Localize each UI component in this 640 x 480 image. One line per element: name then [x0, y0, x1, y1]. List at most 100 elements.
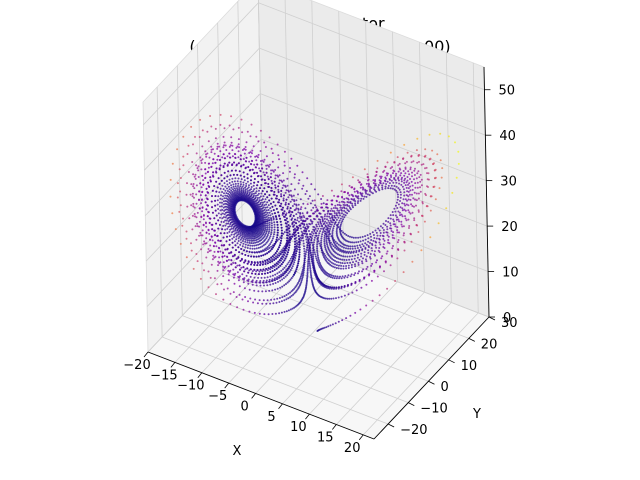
data-point	[416, 137, 419, 140]
data-point	[395, 172, 398, 175]
data-point	[260, 192, 263, 195]
data-point	[355, 260, 358, 263]
data-point	[403, 202, 406, 205]
data-point	[271, 280, 274, 282]
data-point	[311, 234, 314, 237]
data-point	[219, 223, 221, 226]
data-point	[312, 265, 315, 268]
data-point	[300, 273, 303, 276]
data-point	[405, 194, 408, 197]
data-point	[297, 235, 300, 237]
data-point	[261, 167, 263, 170]
data-point	[218, 168, 221, 171]
data-point	[417, 192, 420, 195]
data-point	[392, 223, 395, 226]
data-point	[298, 253, 301, 256]
data-point	[224, 224, 227, 227]
data-point	[285, 245, 288, 248]
data-point	[403, 191, 406, 194]
data-point	[341, 319, 344, 322]
data-point	[260, 242, 263, 245]
grid-line-x	[336, 302, 452, 425]
data-point	[265, 171, 268, 174]
data-point	[386, 180, 389, 183]
data-point	[326, 212, 329, 215]
data-point	[213, 256, 216, 259]
data-point	[225, 214, 228, 217]
data-point	[222, 252, 225, 254]
data-point	[280, 237, 283, 240]
data-point	[411, 205, 414, 207]
data-point	[394, 179, 397, 182]
data-point	[409, 212, 412, 215]
data-point	[292, 255, 295, 258]
data-point	[179, 190, 182, 193]
data-point	[198, 234, 201, 237]
data-point	[221, 191, 224, 193]
data-point	[259, 160, 262, 162]
data-point	[306, 276, 309, 278]
data-point	[309, 251, 312, 254]
data-point	[345, 259, 348, 261]
data-point	[349, 235, 351, 238]
data-point	[334, 259, 336, 262]
data-point	[278, 312, 281, 315]
data-point	[207, 166, 210, 169]
data-point	[309, 267, 312, 270]
data-point	[294, 252, 297, 255]
data-point	[322, 202, 325, 205]
data-point	[394, 174, 397, 177]
data-point	[327, 235, 330, 238]
data-point	[231, 177, 234, 180]
data-point	[290, 255, 293, 258]
data-point	[187, 171, 190, 173]
data-point	[293, 261, 296, 264]
data-point	[244, 243, 247, 246]
data-point	[314, 204, 317, 207]
data-point	[371, 231, 374, 234]
data-point	[403, 143, 406, 146]
data-point	[415, 204, 417, 207]
data-point	[215, 171, 218, 174]
data-point	[280, 232, 283, 235]
data-point	[259, 169, 262, 172]
data-point	[202, 224, 205, 227]
data-point	[362, 197, 365, 200]
data-point	[402, 198, 405, 201]
data-point	[256, 194, 259, 197]
data-point	[348, 205, 351, 208]
data-point	[374, 240, 377, 243]
data-point	[419, 190, 422, 193]
data-point	[396, 231, 399, 234]
data-point	[224, 200, 227, 202]
data-point	[223, 144, 225, 147]
data-point	[251, 281, 254, 284]
data-point	[253, 276, 256, 279]
data-point	[266, 299, 269, 302]
data-point	[347, 201, 350, 204]
data-point	[359, 308, 362, 311]
data-point	[222, 221, 225, 223]
data-point	[282, 184, 285, 187]
data-point	[326, 297, 329, 300]
data-point	[328, 225, 331, 228]
data-point	[283, 231, 286, 234]
data-point	[282, 277, 285, 280]
data-point	[289, 207, 292, 209]
data-point	[423, 155, 426, 158]
data-point	[298, 220, 300, 223]
data-point	[370, 187, 373, 189]
data-point	[324, 248, 327, 251]
data-point	[354, 254, 357, 257]
data-point	[248, 269, 251, 272]
data-point	[438, 187, 441, 190]
data-point	[335, 264, 338, 267]
data-point	[361, 192, 364, 195]
data-point	[399, 200, 401, 202]
data-point	[321, 218, 324, 220]
data-point	[327, 325, 330, 328]
data-point	[245, 237, 248, 240]
data-point	[253, 311, 256, 314]
data-point	[204, 201, 207, 204]
data-point	[282, 253, 285, 256]
